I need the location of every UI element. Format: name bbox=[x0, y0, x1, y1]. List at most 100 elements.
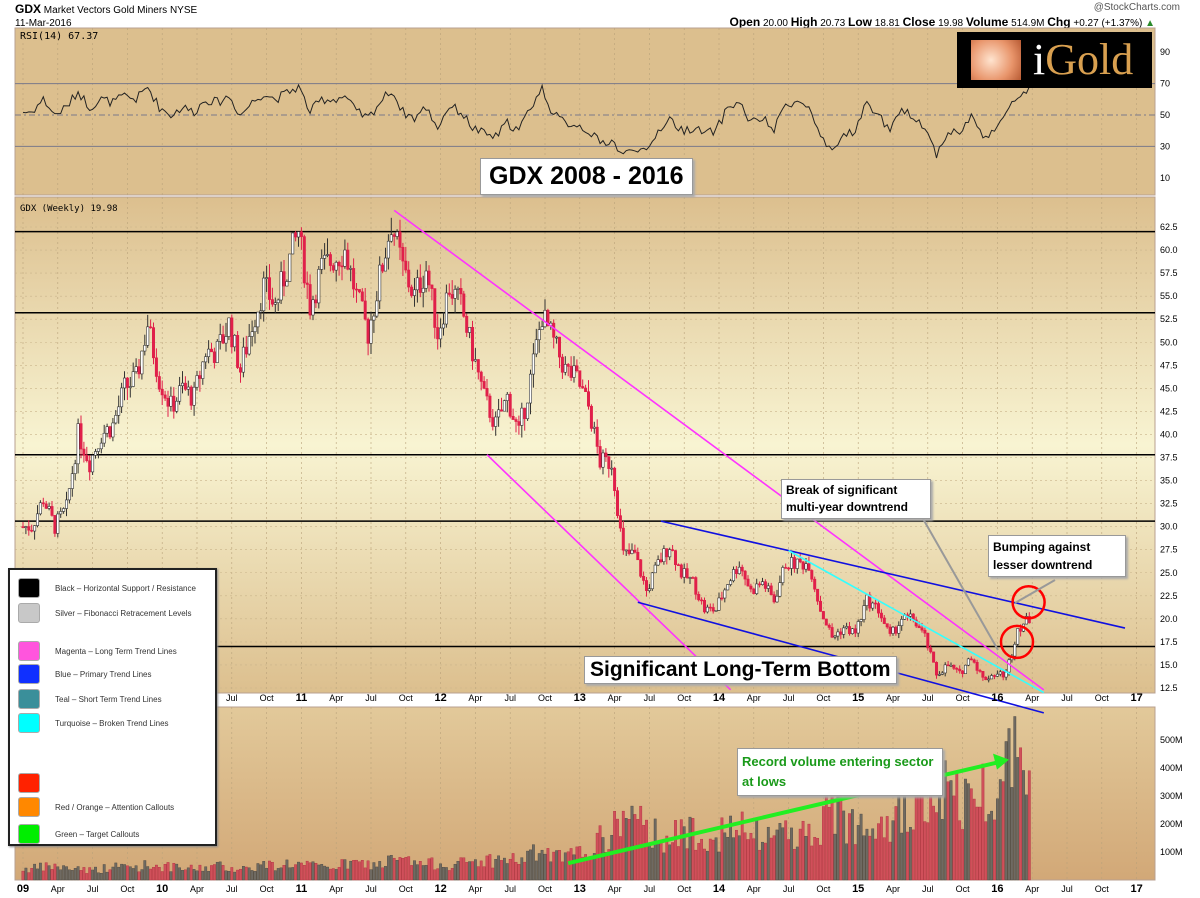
candle-body bbox=[798, 558, 802, 563]
price-tick-label: 37.5 bbox=[1160, 453, 1178, 463]
volume-bar bbox=[746, 839, 750, 881]
candle-body bbox=[30, 529, 34, 532]
volume-bar bbox=[511, 853, 515, 881]
volume-bar bbox=[346, 868, 350, 881]
candle-body bbox=[778, 582, 782, 597]
candle-body bbox=[375, 300, 379, 317]
candle-body bbox=[154, 357, 158, 377]
volume-bar bbox=[894, 806, 898, 881]
volume-bar bbox=[752, 838, 756, 881]
volume-bar bbox=[398, 857, 402, 881]
color-swatch bbox=[18, 578, 40, 598]
copyright: @StockCharts.com bbox=[1093, 2, 1180, 13]
candle-body bbox=[613, 467, 617, 491]
candle-body bbox=[59, 511, 63, 515]
candle-body bbox=[143, 345, 147, 352]
legend-label: Magenta – Long Term Trend Lines bbox=[55, 646, 177, 656]
rsi-tick-label: 10 bbox=[1160, 173, 1170, 183]
volume-bar bbox=[503, 857, 506, 881]
volume-bar bbox=[781, 827, 785, 881]
volume-bar bbox=[1016, 757, 1020, 881]
volume-bar bbox=[813, 837, 817, 881]
candle-body bbox=[207, 348, 211, 357]
volume-bar bbox=[906, 831, 909, 881]
candle-body bbox=[357, 289, 361, 293]
volume-bar bbox=[82, 867, 86, 881]
volume-bar bbox=[1010, 787, 1014, 881]
price-tick-label: 12.5 bbox=[1160, 683, 1178, 693]
candle-body bbox=[468, 327, 472, 333]
x-tick-label: 13 bbox=[574, 883, 586, 895]
candle-body bbox=[392, 234, 396, 237]
candle-body bbox=[679, 564, 683, 578]
candle-body bbox=[714, 610, 718, 612]
x-tick-label: 16 bbox=[991, 692, 1003, 704]
candle-body bbox=[763, 581, 767, 589]
candle-body bbox=[1016, 628, 1020, 645]
volume-bar bbox=[558, 850, 561, 881]
candle-body bbox=[378, 264, 382, 302]
x-tick-label: 16 bbox=[991, 883, 1003, 895]
candle-body bbox=[676, 564, 680, 566]
candle-body bbox=[102, 432, 106, 444]
candle-body bbox=[236, 335, 240, 368]
volume-bar bbox=[758, 849, 762, 881]
volume-bar bbox=[201, 870, 205, 881]
x-tick-label: Jul bbox=[922, 693, 934, 703]
volume-bar bbox=[297, 861, 300, 881]
candle-body bbox=[552, 322, 556, 338]
candle-body bbox=[807, 563, 811, 571]
volume-bar bbox=[697, 843, 701, 881]
callout-circle bbox=[1011, 585, 1046, 620]
volume-bar bbox=[474, 859, 477, 881]
candle-body bbox=[836, 631, 840, 637]
volume-bar bbox=[239, 868, 242, 881]
candle-body bbox=[491, 417, 495, 427]
volume-bar bbox=[70, 870, 74, 881]
candle-body bbox=[189, 386, 193, 406]
candle-body bbox=[966, 658, 970, 666]
candle-body bbox=[340, 265, 344, 268]
candle-body bbox=[259, 310, 263, 313]
x-tick-label: 11 bbox=[296, 692, 308, 704]
x-tick-label: Oct bbox=[816, 884, 831, 894]
rsi-tick-label: 30 bbox=[1160, 141, 1170, 151]
volume-bar bbox=[961, 829, 965, 881]
legend-label: Blue – Primary Trend Lines bbox=[55, 669, 152, 679]
candle-body bbox=[317, 269, 321, 304]
volume-bar bbox=[47, 865, 51, 881]
color-swatch bbox=[18, 689, 40, 709]
candle-body bbox=[166, 397, 170, 407]
volume-bar bbox=[111, 866, 115, 881]
igold-logo: iGold bbox=[957, 32, 1152, 88]
candle-body bbox=[79, 423, 83, 450]
volume-bar bbox=[149, 868, 152, 881]
candle-body bbox=[702, 600, 706, 613]
candle-body bbox=[44, 503, 48, 509]
candle-body bbox=[488, 395, 492, 418]
candle-body bbox=[33, 525, 37, 532]
price-tick-label: 35.0 bbox=[1160, 476, 1178, 486]
candle-body bbox=[627, 549, 631, 554]
candle-body bbox=[73, 463, 77, 474]
volume-bar bbox=[949, 780, 953, 881]
volume-bar bbox=[975, 806, 979, 881]
color-swatch bbox=[18, 797, 40, 817]
candle-body bbox=[586, 391, 590, 407]
volume-bar bbox=[233, 871, 237, 881]
volume-bar bbox=[537, 853, 541, 881]
volume-bar bbox=[271, 862, 274, 881]
volume-bar bbox=[27, 872, 31, 881]
volume-bar bbox=[769, 837, 773, 881]
candle-body bbox=[891, 626, 895, 634]
volume-bar bbox=[288, 867, 292, 881]
volume-bar bbox=[163, 864, 167, 881]
candle-body bbox=[633, 549, 637, 553]
color-swatch bbox=[18, 713, 40, 733]
volume-bar bbox=[563, 852, 567, 881]
candle-body bbox=[659, 559, 663, 563]
x-tick-label: Apr bbox=[886, 884, 900, 894]
price-tick-label: 25.0 bbox=[1160, 568, 1178, 578]
price-tick-label: 20.0 bbox=[1160, 614, 1178, 624]
candle-body bbox=[737, 566, 741, 574]
